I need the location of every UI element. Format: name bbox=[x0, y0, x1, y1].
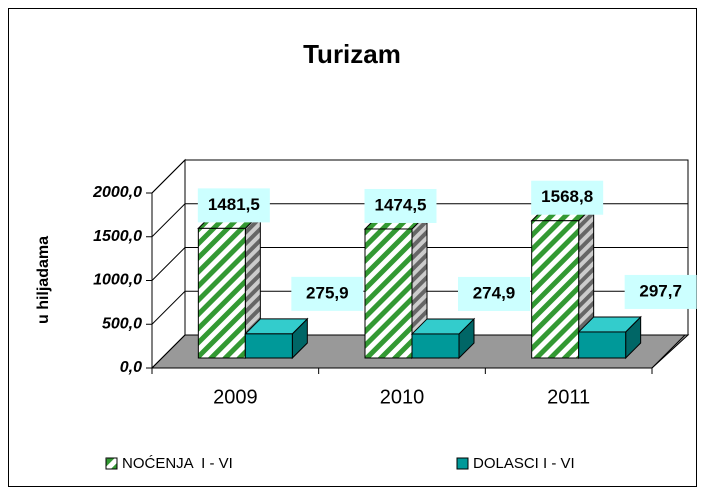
bar bbox=[578, 331, 627, 359]
legend-swatch bbox=[105, 457, 118, 470]
bar bbox=[411, 333, 460, 359]
value-label-box bbox=[197, 188, 270, 223]
bar bbox=[244, 333, 293, 359]
legend-label: NOĆENJA I - VI bbox=[122, 455, 233, 472]
y-tick-label: 1500,0 bbox=[93, 228, 142, 245]
x-tick-label: 2010 bbox=[380, 386, 425, 408]
x-tick-label: 2009 bbox=[213, 386, 258, 408]
grid-line bbox=[151, 203, 688, 238]
bar bbox=[197, 227, 246, 359]
value-label-box bbox=[531, 180, 604, 215]
y-tick-label: 500,0 bbox=[102, 315, 142, 332]
grid-line bbox=[151, 247, 688, 281]
value-label-box bbox=[291, 276, 364, 311]
x-tick-label: 2011 bbox=[547, 386, 590, 408]
value-label-box bbox=[364, 188, 437, 223]
y-tick-label: 1000,0 bbox=[93, 272, 142, 289]
x-axis-depth bbox=[651, 334, 686, 369]
value-label-box bbox=[624, 274, 697, 309]
value-label: 1474,5 bbox=[375, 195, 427, 214]
bar bbox=[531, 220, 580, 359]
legend-swatch bbox=[456, 457, 469, 470]
y-tick-label: 2000,0 bbox=[92, 184, 142, 201]
value-label: 297,7 bbox=[639, 281, 682, 300]
grid-line bbox=[151, 159, 688, 194]
bar bbox=[364, 228, 413, 359]
grid-line bbox=[151, 334, 688, 369]
y-tick-label: 0,0 bbox=[120, 359, 142, 376]
y-axis-label: u hiljadama bbox=[35, 236, 52, 324]
value-label: 1568,8 bbox=[541, 187, 593, 206]
chart-title: Turizam bbox=[303, 39, 401, 69]
value-label: 275,9 bbox=[306, 283, 349, 302]
value-label: 274,9 bbox=[473, 283, 516, 302]
value-label: 1481,5 bbox=[208, 195, 260, 214]
value-label-box bbox=[458, 276, 530, 311]
legend-label: DOLASCI I - VI bbox=[473, 455, 575, 472]
